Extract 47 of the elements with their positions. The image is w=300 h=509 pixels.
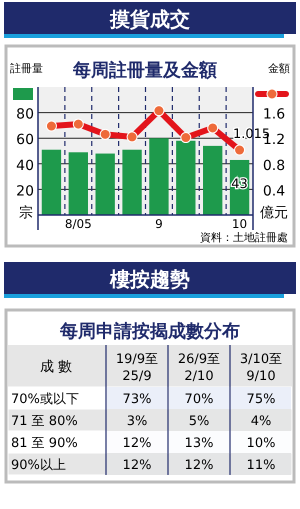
y-tick-label: 71 至 80% <box>11 414 78 429</box>
text: 億元 <box>260 205 288 221</box>
x-axis-title: 成 數 <box>40 359 72 375</box>
bar <box>68 152 88 215</box>
data-label: 12% <box>122 458 152 473</box>
data-label: 12% <box>122 436 152 451</box>
bar <box>122 150 142 215</box>
y-tick-label: 90%以上 <box>11 458 66 473</box>
y-tick-label: 81 至 90% <box>11 436 78 451</box>
data-label: 43 <box>231 176 248 192</box>
bar <box>42 150 62 215</box>
y2-tick-label: 1.6 <box>262 106 286 123</box>
text: 資料：土地註冊處 <box>200 231 288 244</box>
x-tick-label: 26/9至 2/10 <box>178 352 220 384</box>
chart-title: 摸貨成交 <box>109 7 190 31</box>
data-label: 13% <box>184 436 214 451</box>
data-label: 73% <box>122 392 152 407</box>
x-tick-label: 10 <box>232 217 248 231</box>
data-label: 12% <box>184 458 214 473</box>
x-tick-label: 8/05 <box>64 217 92 231</box>
y-tick-label: 20 <box>16 183 34 200</box>
y2-axis-title: 金額 <box>268 62 290 75</box>
data-label: 5% <box>188 414 210 429</box>
y-tick-label: 80 <box>16 106 34 123</box>
text: 宗 <box>19 205 33 221</box>
data-label: 10% <box>246 436 276 451</box>
x-tick-label: 9 <box>155 217 163 231</box>
chart-subtitle: 每周註冊量及金額 <box>72 60 217 81</box>
x-tick-label: 3/10至 9/10 <box>240 352 282 384</box>
chart-title: 樓按趨勢 <box>109 267 190 291</box>
chart-subtitle: 每周申請按揭成數分布 <box>59 321 240 342</box>
data-label: 75% <box>246 392 276 407</box>
y-axis-title: 註冊量 <box>10 62 43 75</box>
bar <box>149 138 169 215</box>
bar <box>176 140 196 215</box>
y2-tick-label: 0.4 <box>262 183 286 200</box>
data-label: 3% <box>126 414 148 429</box>
data-label: 4% <box>250 414 272 429</box>
bar <box>203 146 222 215</box>
y-tick-label: 60 <box>16 132 34 148</box>
bar <box>96 154 115 215</box>
data-label: 70% <box>184 392 214 407</box>
y-tick-label: 40 <box>16 158 34 174</box>
y2-tick-label: 0.8 <box>262 158 286 174</box>
x-tick-label: 19/9至 25/9 <box>116 352 158 384</box>
data-label: 11% <box>246 458 276 473</box>
y-tick-label: 70%或以下 <box>11 392 79 407</box>
